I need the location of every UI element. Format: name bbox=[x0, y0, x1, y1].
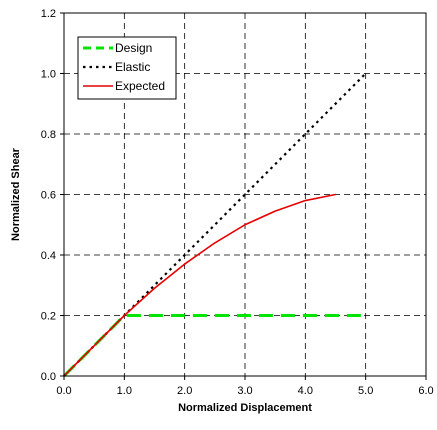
y-tick-label: 0.6 bbox=[41, 190, 56, 202]
x-tick-label: 3.0 bbox=[237, 385, 252, 397]
series-line-design bbox=[62, 314, 366, 378]
x-tick-label: 5.0 bbox=[358, 385, 373, 397]
x-axis-title: Normalized Displacement bbox=[178, 402, 312, 414]
x-tick-label: 2.0 bbox=[177, 385, 192, 397]
y-tick-label: 0.4 bbox=[41, 250, 56, 262]
legend-box bbox=[77, 36, 177, 100]
x-tick-label: 4.0 bbox=[298, 385, 313, 397]
legend: Design Elastic Expected bbox=[77, 36, 177, 100]
x-axis: 0.0 1.0 2.0 3.0 4.0 5.0 6.0 bbox=[56, 376, 434, 397]
y-tick-label: 0.0 bbox=[41, 371, 56, 383]
y-tick-label: 0.8 bbox=[41, 129, 56, 141]
x-tick-label: 0.0 bbox=[56, 385, 71, 397]
x-tick-label: 1.0 bbox=[117, 385, 132, 397]
legend-label-elastic: Elastic bbox=[115, 60, 150, 74]
y-axis-title: Normalized Shear bbox=[10, 147, 22, 241]
y-tick-label: 1.2 bbox=[41, 8, 56, 20]
y-tick-label: 0.2 bbox=[41, 311, 56, 323]
series-layer bbox=[62, 72, 367, 378]
x-tick-label: 6.0 bbox=[418, 385, 433, 397]
series-line-expected bbox=[63, 193, 337, 377]
legend-label-expected: Expected bbox=[115, 79, 165, 93]
y-tick-label: 1.0 bbox=[41, 69, 56, 81]
y-axis: 0.0 0.2 0.4 0.6 0.8 1.0 1.2 bbox=[41, 8, 64, 383]
legend-label-design: Design bbox=[115, 41, 152, 55]
